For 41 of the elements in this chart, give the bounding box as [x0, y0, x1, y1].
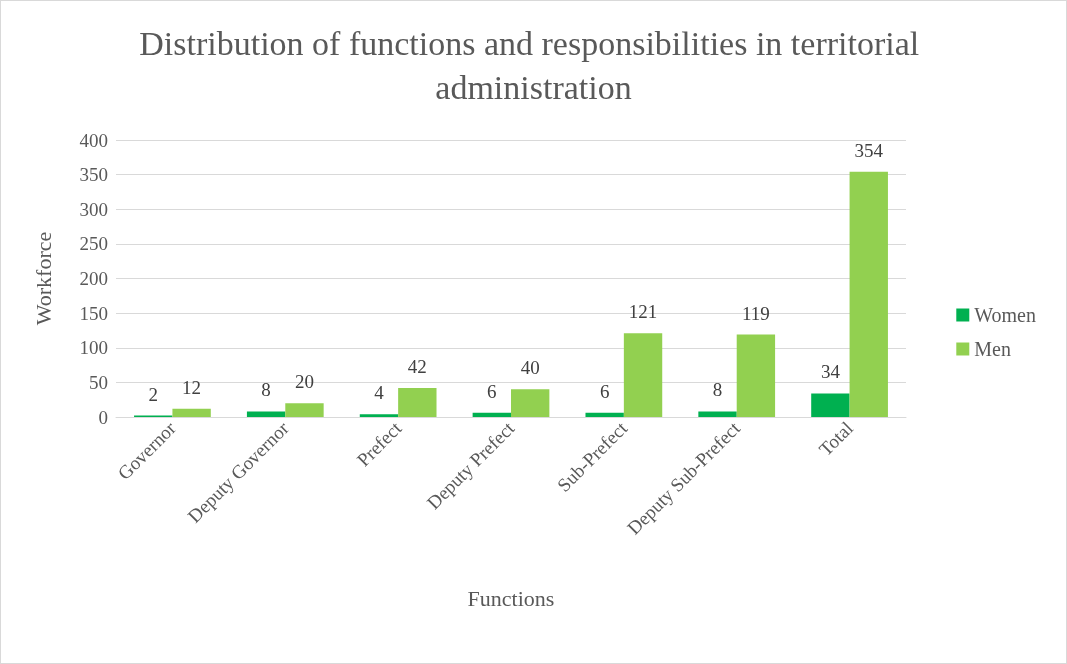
- y-tick-label: 300: [79, 198, 108, 220]
- y-tick-label: 0: [98, 406, 108, 428]
- data-label: 20: [294, 371, 314, 393]
- bar: [811, 393, 850, 417]
- data-label: 8: [261, 379, 271, 401]
- data-label: 4: [374, 382, 385, 404]
- data-label: 354: [854, 139, 884, 161]
- data-label: 2: [148, 383, 158, 405]
- bar: [472, 412, 511, 417]
- y-tick-label: 200: [79, 268, 108, 289]
- x-axis-title: Functions: [467, 585, 555, 611]
- bar: [511, 389, 550, 417]
- bar: [736, 334, 776, 417]
- bar: [246, 411, 286, 417]
- y-tick-label: 50: [89, 371, 108, 393]
- data-label: 34: [820, 361, 841, 383]
- bar: [585, 412, 624, 417]
- data-label: 6: [599, 380, 610, 402]
- data-label: 12: [182, 376, 202, 398]
- bar: [285, 403, 324, 417]
- data-label: 8: [712, 379, 723, 401]
- data-label: 40: [520, 357, 540, 379]
- chart-title: Distribution of functions and responsibilities in territorial administration: [139, 24, 928, 106]
- y-tick-label: 350: [79, 164, 108, 186]
- data-label: 119: [742, 302, 770, 324]
- bar: [359, 414, 399, 417]
- data-label: 42: [407, 355, 427, 377]
- bar: [849, 171, 888, 417]
- data-label: 6: [487, 380, 497, 402]
- data-label: 121: [628, 301, 658, 323]
- bar: [623, 333, 663, 417]
- bar: [172, 408, 211, 417]
- y-tick-label: 150: [79, 302, 108, 324]
- y-tick-label: 400: [79, 129, 108, 151]
- bar: [398, 387, 437, 417]
- bar: [698, 411, 737, 417]
- y-tick-label: 250: [79, 233, 108, 255]
- legend-label: Men: [974, 338, 1011, 360]
- y-tick-label: 100: [79, 337, 108, 359]
- y-axis-title: Workforce: [30, 231, 56, 326]
- legend-label: Women: [974, 304, 1037, 326]
